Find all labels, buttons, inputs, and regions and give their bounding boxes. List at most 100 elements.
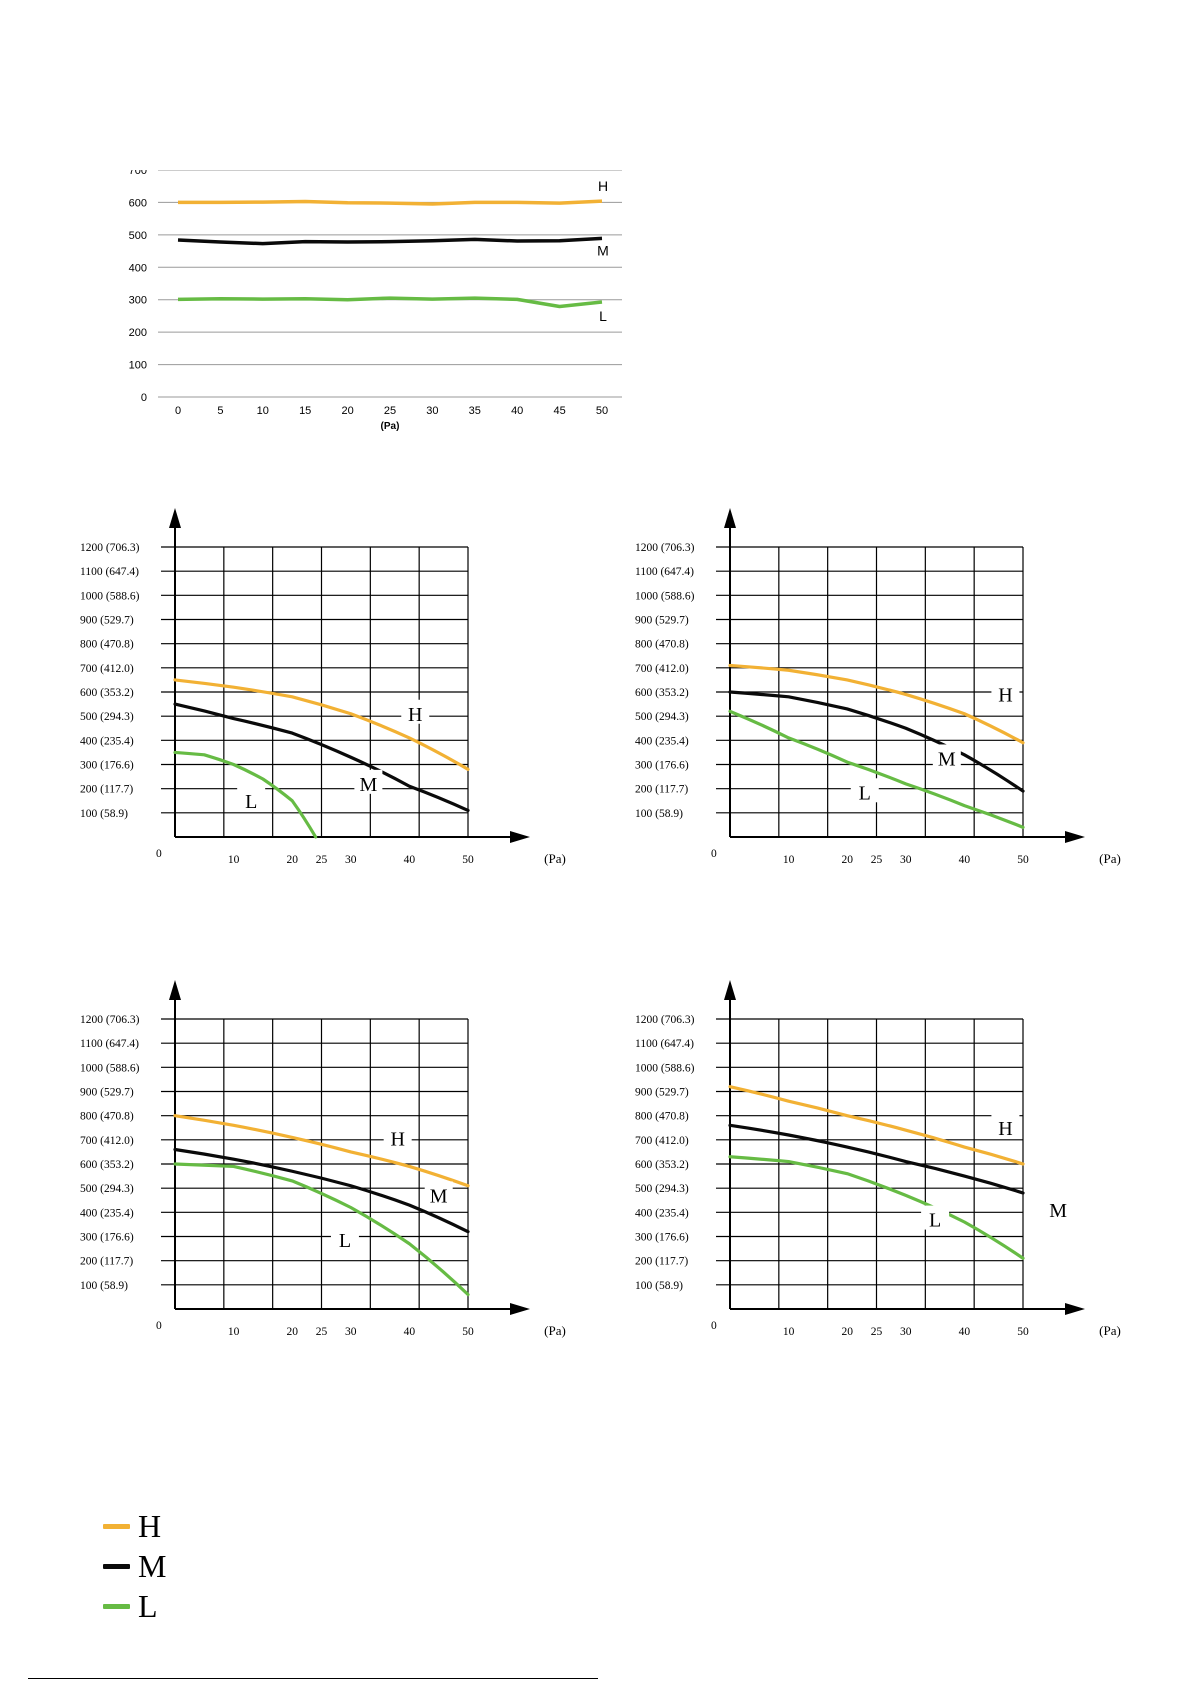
y-tick-label: 1100 (647.4) bbox=[635, 566, 694, 578]
y-tick-label: 500 (294.3) bbox=[80, 1183, 134, 1195]
x-tick-label: 10 bbox=[783, 854, 795, 866]
x-tick-label: 20 bbox=[286, 1326, 298, 1338]
x-tick-label: 40 bbox=[959, 1326, 971, 1338]
curve-label-bg bbox=[1044, 1195, 1073, 1220]
y-tick-label: 1200 (706.3) bbox=[635, 542, 695, 554]
y-tick-label: 200 (117.7) bbox=[635, 784, 688, 796]
y-tick-label: 900 (529.7) bbox=[635, 1087, 689, 1099]
y-tick-label: 200 (117.7) bbox=[80, 1256, 133, 1268]
origin-label: 0 bbox=[711, 848, 717, 860]
x-tick-label: 45 bbox=[553, 405, 565, 417]
curve-label-bg bbox=[237, 786, 266, 811]
series-end-label: L bbox=[599, 308, 607, 324]
series-curve-l bbox=[173, 1162, 470, 1297]
y-tick-label: 500 (294.3) bbox=[80, 711, 134, 723]
series-curve-m bbox=[728, 690, 1025, 793]
series-curve-m bbox=[728, 1123, 1025, 1195]
y-tick-label: 1100 (647.4) bbox=[635, 1038, 694, 1050]
y-tick-label: 300 (176.6) bbox=[635, 1232, 689, 1244]
y-tick-label: 1000 (588.6) bbox=[635, 590, 695, 602]
series-curve-h bbox=[173, 678, 470, 771]
y-tick-label: 300 (176.6) bbox=[80, 1232, 134, 1244]
legend-item-m: M bbox=[103, 1548, 166, 1584]
x-tick-label: 30 bbox=[345, 854, 357, 866]
y-tick-label: 300 bbox=[129, 295, 147, 307]
y-tick-label: 200 (117.7) bbox=[635, 1256, 688, 1268]
series-curve-m bbox=[173, 1147, 470, 1234]
x-axis-arrow bbox=[510, 1303, 530, 1315]
y-tick-label: 0 bbox=[141, 392, 147, 404]
curve-label-bg bbox=[921, 1205, 950, 1230]
performance-curve-chart-3: 100 (58.9) 200 (117.7) 300 (176.6) 400 (235… bbox=[80, 980, 566, 1338]
y-tick-label: 100 (58.9) bbox=[635, 1280, 683, 1292]
y-tick-label: 600 (353.2) bbox=[80, 687, 134, 699]
y-tick-label: 100 (58.9) bbox=[80, 1280, 128, 1292]
x-tick-label: 10 bbox=[257, 405, 269, 417]
y-tick-label: 1000 (588.6) bbox=[635, 1062, 695, 1074]
series-curve-l bbox=[728, 1155, 1025, 1260]
series-end-label: M bbox=[597, 242, 609, 258]
series-line-l bbox=[177, 296, 603, 309]
x-tick-label: 25 bbox=[871, 854, 883, 866]
x-tick-label: 50 bbox=[1017, 854, 1029, 866]
curve-label: L bbox=[859, 782, 871, 804]
y-tick-label: 100 (58.9) bbox=[80, 808, 128, 820]
curve-label-bg bbox=[354, 769, 383, 794]
legend-label-m: M bbox=[138, 1548, 167, 1584]
y-tick-label: 300 (176.6) bbox=[635, 760, 689, 772]
x-tick-label: 50 bbox=[462, 1326, 474, 1338]
curve-label-bg bbox=[330, 1226, 359, 1251]
series-curve-l bbox=[728, 709, 1025, 829]
x-axis-arrow bbox=[1065, 831, 1085, 843]
curve-label: L bbox=[245, 791, 257, 813]
legend-item-l: L bbox=[103, 1588, 158, 1624]
x-tick-label: 0 bbox=[175, 405, 181, 417]
x-tick-label: 25 bbox=[871, 1326, 883, 1338]
y-tick-label: 1000 (588.6) bbox=[80, 1062, 140, 1074]
y-tick-label: 700 (412.0) bbox=[80, 663, 134, 675]
x-axis-arrow bbox=[1065, 1303, 1085, 1315]
x-tick-label: 50 bbox=[596, 405, 608, 417]
performance-curve-chart-2: 100 (58.9) 200 (117.7) 300 (176.6) 400 (235… bbox=[635, 508, 1121, 866]
x-tick-label: 20 bbox=[286, 854, 298, 866]
y-tick-label: 1200 (706.3) bbox=[635, 1014, 695, 1026]
x-tick-label: 15 bbox=[299, 405, 311, 417]
curve-label: H bbox=[390, 1129, 404, 1151]
origin-label: 0 bbox=[156, 1320, 162, 1332]
x-axis-label: (Pa) bbox=[381, 421, 400, 432]
legend-swatch-l bbox=[103, 1603, 130, 1609]
series-curve-m bbox=[173, 702, 470, 813]
x-tick-label: 10 bbox=[228, 1326, 240, 1338]
x-tick-label: 40 bbox=[404, 1326, 416, 1338]
curve-label-bg bbox=[424, 1181, 453, 1206]
y-tick-label: 200 bbox=[129, 327, 147, 339]
origin-label: 0 bbox=[711, 1320, 717, 1332]
curve-label: M bbox=[359, 774, 377, 796]
legend-label-l: L bbox=[138, 1588, 158, 1624]
legend-item-h: H bbox=[103, 1508, 161, 1544]
x-tick-label: 25 bbox=[384, 405, 396, 417]
x-axis-arrow bbox=[510, 831, 530, 843]
legend-swatch-m bbox=[103, 1563, 130, 1569]
performance-curve-chart-1: 100 (58.9) 200 (117.7) 300 (176.6) 400 (235… bbox=[80, 508, 566, 866]
x-axis-label: (Pa) bbox=[544, 851, 566, 866]
y-tick-label: 1200 (706.3) bbox=[80, 1014, 140, 1026]
curve-label-bg bbox=[850, 778, 879, 803]
curve-label: M bbox=[1049, 1200, 1067, 1222]
x-axis-label: (Pa) bbox=[1099, 851, 1121, 866]
y-tick-label: 1000 (588.6) bbox=[80, 590, 140, 602]
x-tick-label: 30 bbox=[900, 1326, 912, 1338]
y-tick-label: 1100 (647.4) bbox=[80, 1038, 139, 1050]
series-curve-h bbox=[173, 1114, 470, 1188]
curve-label-bg bbox=[401, 699, 430, 724]
x-tick-label: 10 bbox=[228, 854, 240, 866]
y-tick-label: 400 (235.4) bbox=[80, 1207, 134, 1219]
curve-label: L bbox=[339, 1230, 351, 1252]
y-tick-label: 100 (58.9) bbox=[635, 808, 683, 820]
airflow-vs-pressure-chart: 0 100 200 300 400 500 600 700 0 5 10 15 20 25 30 35 40 45… bbox=[129, 170, 622, 432]
y-tick-label: 400 (235.4) bbox=[635, 1207, 689, 1219]
curve-label: L bbox=[929, 1210, 941, 1232]
x-tick-label: 25 bbox=[316, 854, 328, 866]
series-curve-h bbox=[728, 663, 1025, 745]
